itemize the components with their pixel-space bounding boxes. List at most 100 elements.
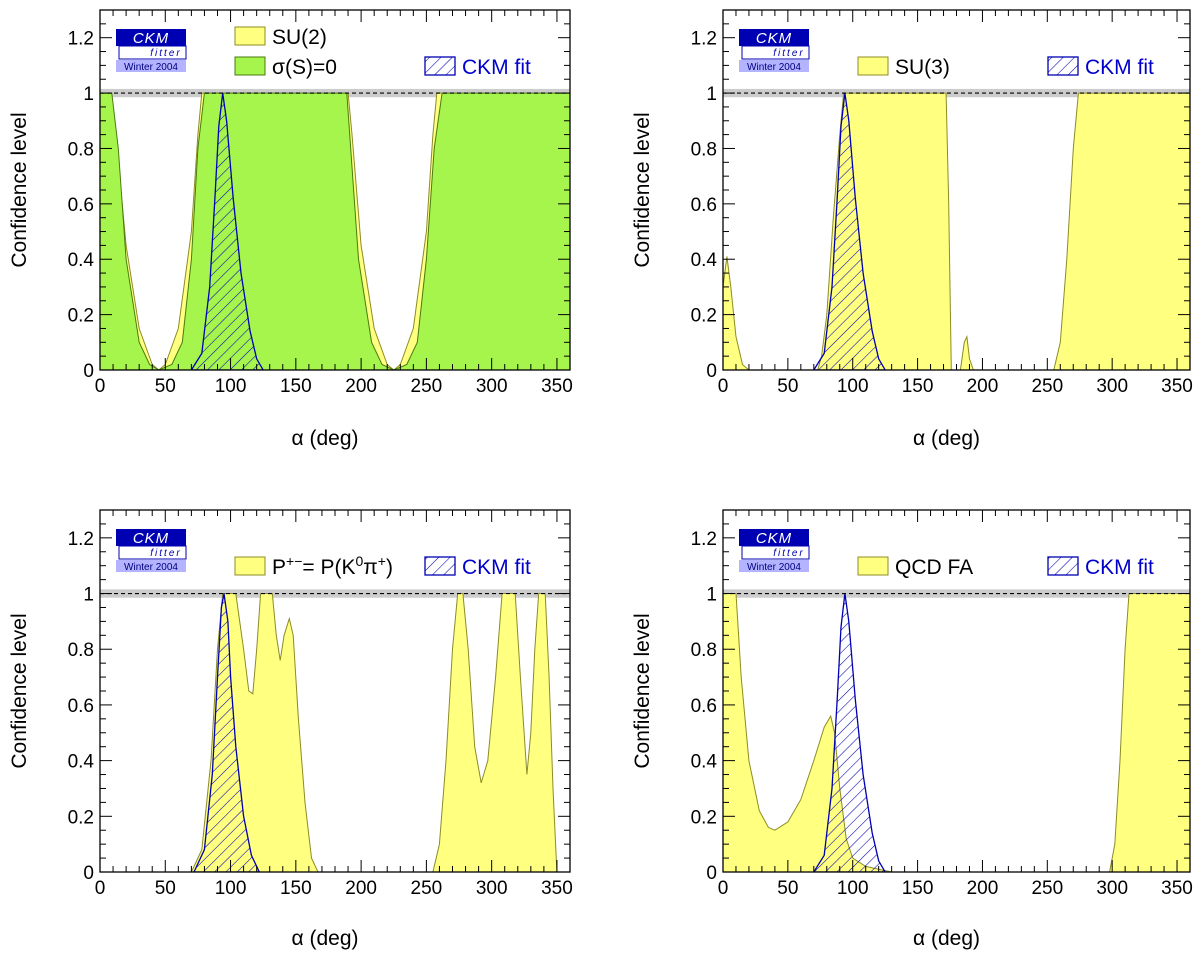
y-tick-label: 1 <box>706 84 717 105</box>
y-tick-label: 0.2 <box>691 807 717 828</box>
legend-entry: CKM fit <box>1047 56 1154 79</box>
y-tick-label: 0.2 <box>691 306 717 327</box>
x-tick-label: 300 <box>476 376 508 397</box>
series-ckm-area <box>193 593 261 872</box>
legend-swatch <box>857 556 889 576</box>
legend-swatch <box>1047 56 1079 76</box>
x-tick-label: 150 <box>902 376 934 397</box>
legend-label: SU(3) <box>895 56 950 79</box>
x-tick-label: 200 <box>345 878 377 899</box>
x-tick-label: 300 <box>1096 376 1128 397</box>
x-tick-label: 150 <box>902 878 934 899</box>
svg-text:CKM: CKM <box>756 30 792 47</box>
y-tick-label: 1 <box>83 585 94 606</box>
svg-text:Winter 2004: Winter 2004 <box>124 562 178 573</box>
x-tick-label: 150 <box>280 376 312 397</box>
y-tick-label: 0.8 <box>68 139 94 160</box>
series-ckm-area <box>813 593 886 872</box>
svg-text:CKM: CKM <box>133 530 169 547</box>
y-tick-label: 1 <box>83 84 94 105</box>
x-tick-label: 300 <box>476 878 508 899</box>
legend-entry: CKM fit <box>1047 556 1154 579</box>
x-axis-title: α (deg) <box>292 427 359 450</box>
x-tick-label: 50 <box>777 376 798 397</box>
legend-label: CKM fit <box>1085 556 1154 579</box>
y-tick-label: 0.6 <box>68 195 94 216</box>
svg-text:fitter: fitter <box>150 548 181 559</box>
legend-swatch <box>1047 556 1079 576</box>
legend-label: CKM fit <box>1085 56 1154 79</box>
x-tick-label: 350 <box>541 376 573 397</box>
x-tick-label: 0 <box>718 878 729 899</box>
svg-text:fitter: fitter <box>150 48 181 59</box>
svg-text:CKM: CKM <box>756 530 792 547</box>
x-tick-label: 200 <box>967 376 999 397</box>
panel-bottom-right: 0 50 100 150 200 250 300 350 0 0.2 0.4 0.6 0.8 1 1.2 α … <box>631 509 1193 950</box>
series-yellow-area <box>723 593 1190 872</box>
series-green-area <box>100 92 570 370</box>
x-tick-label: 50 <box>777 878 798 899</box>
legend-entry: QCD FA <box>857 556 973 579</box>
y-tick-label: 1.2 <box>68 529 94 550</box>
y-tick-label: 1.2 <box>691 529 717 550</box>
y-tick-label: 0.8 <box>691 139 717 160</box>
legend-label: P+−= P(K0π+) <box>272 553 393 579</box>
legend-swatch <box>234 56 266 76</box>
legend-label: CKM fit <box>462 56 531 79</box>
x-tick-label: 150 <box>280 878 312 899</box>
svg-text:fitter: fitter <box>773 548 804 559</box>
x-tick-label: 350 <box>541 878 573 899</box>
x-tick-label: 0 <box>95 878 106 899</box>
y-tick-label: 0.6 <box>691 195 717 216</box>
y-tick-label: 0 <box>83 361 94 382</box>
y-tick-label: 0.8 <box>691 640 717 661</box>
y-tick-label: 0 <box>706 863 717 884</box>
legend-label: σ(S)=0 <box>272 56 337 79</box>
x-tick-label: 100 <box>837 878 869 899</box>
panel-bottom-left: 0 50 100 150 200 250 300 350 0 0.2 0.4 0.6 0.8 1 1.2 α … <box>8 509 573 950</box>
svg-text:CKM: CKM <box>133 30 169 47</box>
y-tick-label: 0.2 <box>68 807 94 828</box>
svg-text:Winter 2004: Winter 2004 <box>747 62 801 73</box>
x-tick-label: 250 <box>1031 376 1063 397</box>
x-tick-label: 350 <box>1161 376 1193 397</box>
x-axis-title: α (deg) <box>292 927 359 950</box>
x-tick-label: 350 <box>1161 878 1193 899</box>
legend-entry: P+−= P(K0π+) <box>234 553 393 579</box>
series-ckm-area <box>813 93 886 370</box>
legend-swatch <box>857 56 889 76</box>
y-tick-label: 0.4 <box>68 752 95 773</box>
x-tick-label: 200 <box>967 878 999 899</box>
x-tick-label: 250 <box>411 376 443 397</box>
y-axis-title: Confidence level <box>631 112 654 267</box>
x-tick-label: 250 <box>1031 878 1063 899</box>
y-tick-label: 0.6 <box>68 696 94 717</box>
x-tick-label: 100 <box>215 878 247 899</box>
x-tick-label: 0 <box>718 376 729 397</box>
svg-text:fitter: fitter <box>773 48 804 59</box>
y-axis-title: Confidence level <box>631 613 654 768</box>
legend-label: SU(2) <box>272 26 327 49</box>
y-axis-title: Confidence level <box>8 112 31 267</box>
x-tick-label: 200 <box>345 376 377 397</box>
x-tick-label: 50 <box>155 376 176 397</box>
legend-entry: CKM fit <box>424 556 531 579</box>
series-yellow-area <box>190 593 558 872</box>
series-yellow-area <box>723 92 1190 370</box>
x-axis-title: α (deg) <box>913 427 980 450</box>
y-tick-label: 0 <box>83 863 94 884</box>
svg-text:Winter 2004: Winter 2004 <box>747 562 801 573</box>
legend-entry: SU(3) <box>857 56 950 79</box>
y-tick-label: 0.2 <box>68 306 94 327</box>
x-tick-label: 250 <box>411 878 443 899</box>
legend-entry: σ(S)=0 <box>234 56 337 79</box>
y-tick-label: 0.4 <box>691 250 718 271</box>
y-tick-label: 1.2 <box>691 29 717 50</box>
y-tick-label: 0 <box>706 361 717 382</box>
x-tick-label: 50 <box>155 878 176 899</box>
svg-text:Winter 2004: Winter 2004 <box>124 62 178 73</box>
x-tick-label: 100 <box>837 376 869 397</box>
y-tick-label: 1.2 <box>68 29 94 50</box>
x-tick-label: 100 <box>215 376 247 397</box>
